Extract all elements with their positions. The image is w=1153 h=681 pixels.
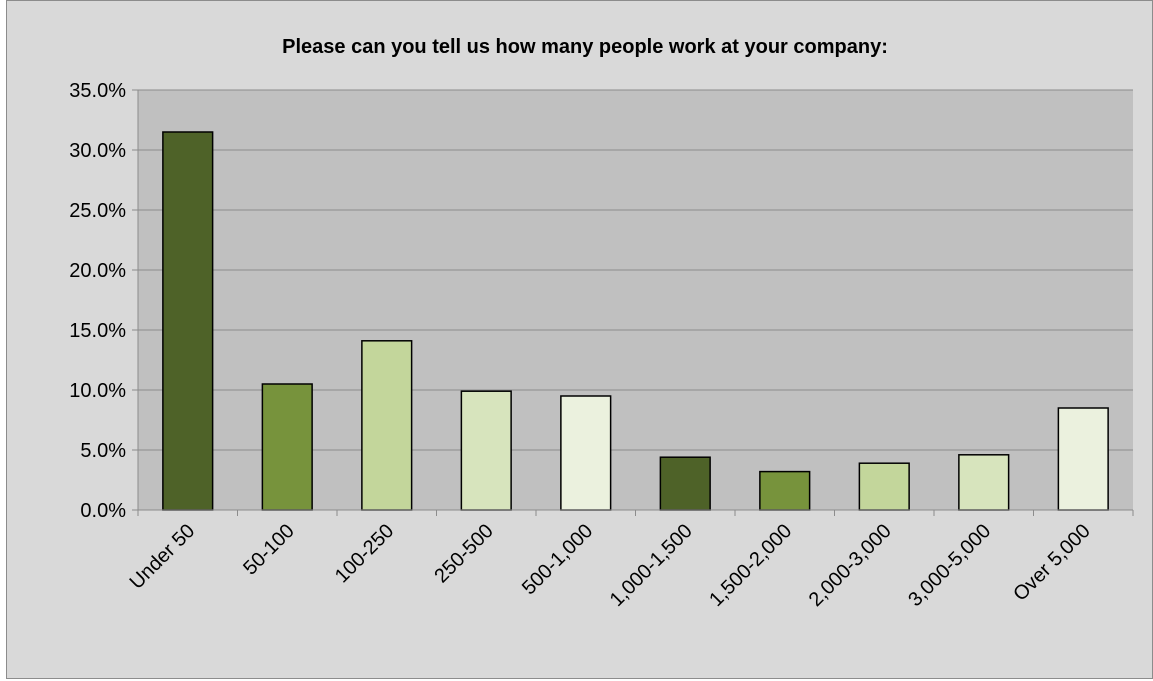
x-axis-category-label: 1,500-2,000 xyxy=(705,520,796,611)
x-axis-category-labels: Under 50 50-100 100-250 250-500 500-1,000 1,0… xyxy=(126,520,1095,611)
y-axis-tick-label: 25.0% xyxy=(69,200,126,222)
y-axis-tick-label: 15.0% xyxy=(69,320,126,342)
bar-chart: Please can you tell us how many people w… xyxy=(69,36,1134,611)
x-axis-category-label: 500-1,000 xyxy=(518,520,597,599)
x-axis-category-label: Under 50 xyxy=(126,520,200,594)
x-axis-category-label: Over 5,000 xyxy=(1009,520,1095,606)
bar xyxy=(759,470,811,511)
chart-title: Please can you tell us how many people w… xyxy=(282,36,888,58)
y-axis-tick-label: 35.0% xyxy=(69,80,126,102)
y-axis-tick-label: 10.0% xyxy=(69,380,126,402)
bar xyxy=(1057,407,1109,511)
bars xyxy=(162,131,1109,511)
bar xyxy=(858,462,910,511)
x-axis-category-label: 250-500 xyxy=(430,520,497,587)
axes xyxy=(132,89,1134,516)
bar xyxy=(958,454,1010,511)
bar xyxy=(162,131,214,511)
bar xyxy=(261,383,313,511)
x-axis-category-label: 100-250 xyxy=(331,520,398,587)
bar xyxy=(659,456,711,511)
y-axis-tick-label: 0.0% xyxy=(80,500,126,522)
y-axis-tick-labels: 0.0% 5.0% 10.0% 15.0% 20.0% 25.0% 30.0% 35.0% xyxy=(69,80,126,522)
chart-area: Please can you tell us how many people w… xyxy=(6,0,1153,679)
y-axis-tick-label: 30.0% xyxy=(69,140,126,162)
y-axis-tick-label: 5.0% xyxy=(80,440,126,462)
x-axis-category-label: 1,000-1,500 xyxy=(606,520,697,611)
y-axis-tick-label: 20.0% xyxy=(69,260,126,282)
x-axis-category-label: 3,000-5,000 xyxy=(904,520,995,611)
x-axis-category-label: 50-100 xyxy=(239,520,299,580)
bar xyxy=(361,340,413,511)
bar xyxy=(460,390,512,511)
bar xyxy=(560,395,612,511)
x-axis-category-label: 2,000-3,000 xyxy=(805,520,896,611)
